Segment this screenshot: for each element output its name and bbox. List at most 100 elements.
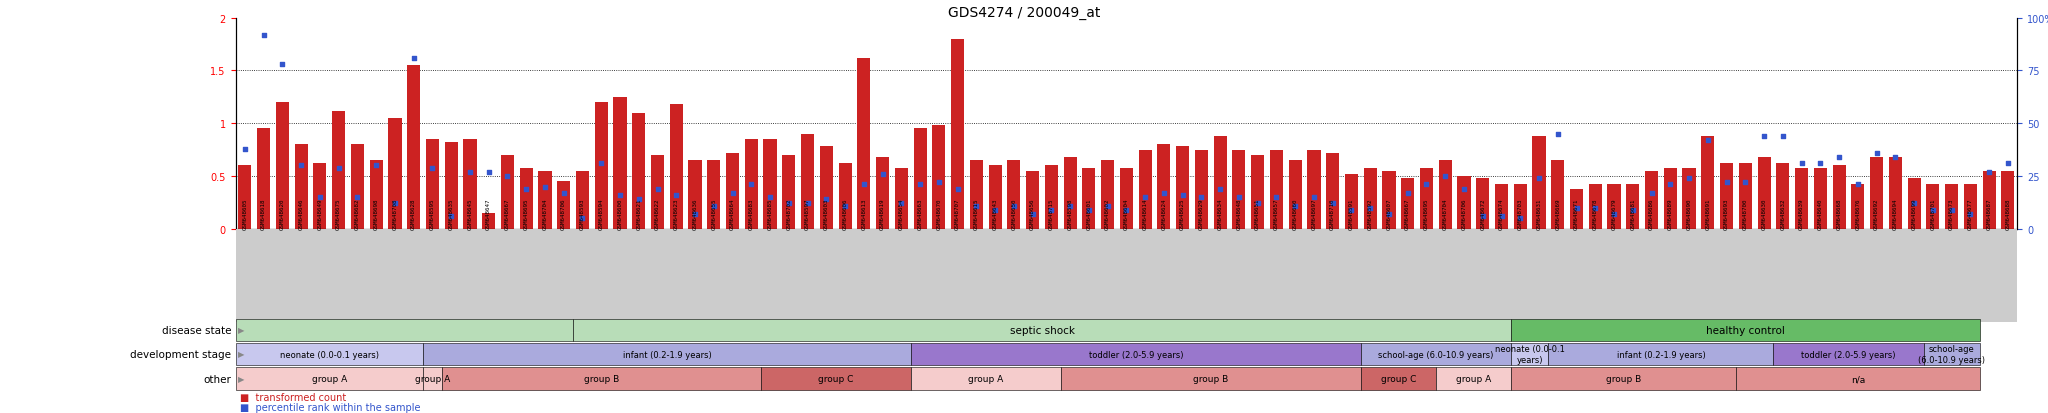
Text: neonate (0.0-0.1
years): neonate (0.0-0.1 years) (1495, 344, 1565, 364)
Point (547, 190, 580, 197)
Bar (932, 126, 946, 229)
Point (266, 62, 299, 68)
Point (772, 201, 805, 207)
Point (1616, 207, 1649, 214)
Point (342, 194, 375, 201)
Bar (369, 161, 383, 229)
Text: ▶: ▶ (238, 325, 244, 335)
Bar (1511, 343, 1548, 366)
Bar (911, 368, 1061, 390)
Bar (502, 156, 514, 229)
Point (1372, 211, 1405, 218)
Point (1055, 203, 1087, 209)
Bar (1927, 185, 1939, 229)
Bar (1888, 158, 1903, 229)
Bar (1438, 161, 1452, 229)
Bar (1870, 158, 1884, 229)
Bar (913, 129, 926, 229)
Bar (1419, 168, 1434, 229)
Bar (594, 103, 608, 229)
Bar (1346, 174, 1358, 229)
Bar (1571, 189, 1583, 229)
Bar (651, 156, 664, 229)
Bar (573, 319, 1511, 341)
Bar (895, 168, 907, 229)
Point (528, 184, 561, 190)
Point (942, 186, 975, 192)
Point (885, 201, 918, 207)
Text: ▶: ▶ (238, 350, 244, 358)
Bar (1307, 150, 1321, 229)
Bar (1044, 166, 1059, 229)
Point (1391, 190, 1423, 197)
Bar (1139, 150, 1151, 229)
Bar (1757, 158, 1772, 229)
Point (1860, 150, 1892, 157)
Point (1260, 194, 1292, 201)
Point (903, 182, 936, 188)
Point (1804, 161, 1837, 167)
Bar (1776, 164, 1790, 229)
Bar (1815, 168, 1827, 229)
Bar (1589, 185, 1602, 229)
Bar (1532, 137, 1546, 229)
Point (1503, 216, 1536, 222)
Bar (1233, 150, 1245, 229)
Bar (1157, 145, 1171, 229)
Point (510, 186, 543, 192)
Point (1729, 180, 1761, 186)
Point (397, 55, 430, 62)
Point (1786, 161, 1819, 167)
Point (229, 146, 262, 152)
Text: infant (0.2-1.9 years): infant (0.2-1.9 years) (623, 350, 711, 358)
Point (285, 163, 317, 169)
Bar (1061, 368, 1360, 390)
Point (434, 213, 467, 220)
Bar (1026, 171, 1038, 229)
Bar (1081, 168, 1096, 229)
Point (698, 203, 731, 209)
Bar (424, 343, 911, 366)
Bar (1923, 343, 1980, 366)
Bar (688, 161, 702, 229)
Point (1673, 176, 1706, 182)
Point (961, 203, 993, 209)
Bar (877, 158, 889, 229)
Bar (1794, 168, 1808, 229)
Bar (276, 103, 289, 229)
Bar (350, 145, 365, 229)
Point (809, 197, 842, 203)
Point (997, 203, 1030, 209)
Bar (1176, 147, 1190, 229)
Text: GDS4274 / 200049_at: GDS4274 / 200049_at (948, 6, 1100, 20)
Bar (1270, 150, 1282, 229)
Point (1485, 213, 1518, 220)
Bar (1645, 171, 1659, 229)
Bar (838, 164, 852, 229)
Bar (1360, 368, 1436, 390)
Bar (1982, 171, 1995, 229)
Bar (911, 343, 1360, 366)
Point (1223, 194, 1255, 201)
Bar (332, 111, 346, 229)
Point (1128, 194, 1161, 201)
Bar (1458, 177, 1470, 229)
Text: school-age
(6.0-10.9 years): school-age (6.0-10.9 years) (1919, 344, 1985, 364)
Point (1073, 207, 1106, 214)
Point (1542, 131, 1575, 138)
Bar (1851, 185, 1864, 229)
Text: neonate (0.0-0.1 years): neonate (0.0-0.1 years) (281, 350, 379, 358)
Point (1411, 182, 1444, 188)
Point (1147, 190, 1180, 197)
Point (641, 186, 674, 192)
Bar (819, 147, 834, 229)
Point (1767, 133, 1800, 140)
Text: ▶: ▶ (238, 375, 244, 383)
Bar (801, 135, 815, 229)
Point (1522, 176, 1554, 182)
Bar (1548, 343, 1774, 366)
Point (1841, 182, 1874, 188)
Point (322, 165, 354, 171)
Bar (1739, 164, 1751, 229)
Point (416, 165, 449, 171)
